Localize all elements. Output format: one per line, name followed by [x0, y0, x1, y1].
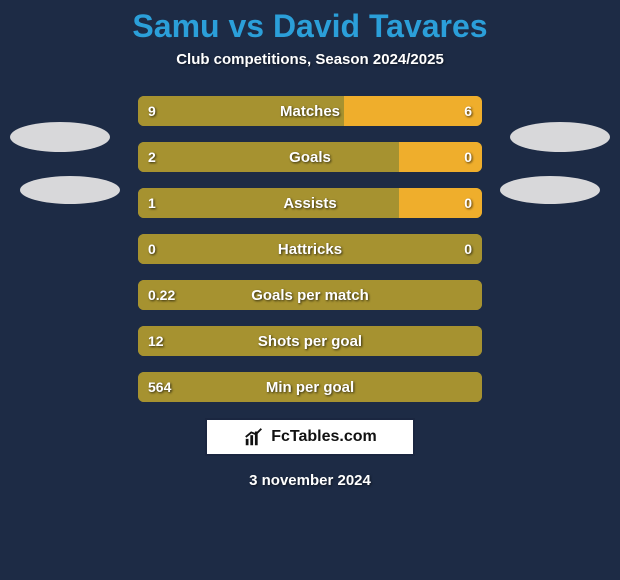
stat-value-right: 0	[464, 188, 472, 218]
player1-name: Samu	[132, 8, 219, 44]
source-badge: FcTables.com	[205, 418, 415, 456]
stat-row-assists: 1 Assists 0	[138, 188, 482, 218]
title: Samu vs David Tavares	[0, 8, 620, 45]
stat-row-shots-per-goal: 12 Shots per goal	[138, 326, 482, 356]
stat-value-right: 0	[464, 234, 472, 264]
stat-value-right: 6	[464, 96, 472, 126]
stat-row-hattricks: 0 Hattricks 0	[138, 234, 482, 264]
team-shape-right-2	[500, 176, 600, 204]
stat-label: Assists	[138, 188, 482, 218]
player2-name: David Tavares	[273, 8, 488, 44]
stat-label: Hattricks	[138, 234, 482, 264]
team-shape-left-1	[10, 122, 110, 152]
comparison-card: Samu vs David Tavares Club competitions,…	[0, 0, 620, 580]
stat-row-goals: 2 Goals 0	[138, 142, 482, 172]
stat-row-matches: 9 Matches 6	[138, 96, 482, 126]
subtitle: Club competitions, Season 2024/2025	[0, 51, 620, 68]
source-text: FcTables.com	[271, 428, 377, 446]
stat-label: Goals	[138, 142, 482, 172]
stat-value-right: 0	[464, 142, 472, 172]
stat-label: Goals per match	[138, 280, 482, 310]
stat-row-min-per-goal: 564 Min per goal	[138, 372, 482, 402]
stat-label: Matches	[138, 96, 482, 126]
stat-bars: 9 Matches 6 2 Goals 0 1 Assists 0 0 Hatt…	[138, 96, 482, 402]
stat-row-goals-per-match: 0.22 Goals per match	[138, 280, 482, 310]
vs-label: vs	[228, 8, 264, 44]
chart-icon	[243, 426, 265, 448]
stat-label: Min per goal	[138, 372, 482, 402]
date-label: 3 november 2024	[0, 472, 620, 489]
stat-label: Shots per goal	[138, 326, 482, 356]
team-shape-right-1	[510, 122, 610, 152]
team-shape-left-2	[20, 176, 120, 204]
